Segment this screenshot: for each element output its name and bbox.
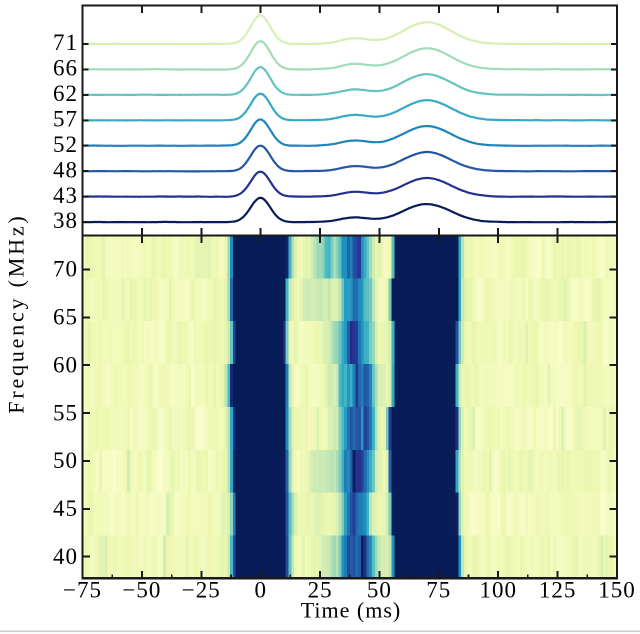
svg-text:100: 100 [479, 578, 517, 603]
svg-text:−75: −75 [63, 578, 102, 603]
svg-text:75: 75 [426, 578, 451, 603]
svg-text:40: 40 [53, 544, 78, 569]
svg-text:65: 65 [53, 305, 78, 330]
svg-text:50: 50 [53, 448, 78, 473]
svg-text:50: 50 [367, 578, 392, 603]
svg-text:125: 125 [539, 578, 577, 603]
svg-text:43: 43 [53, 183, 78, 208]
svg-text:55: 55 [53, 400, 78, 425]
svg-text:62: 62 [53, 81, 78, 106]
svg-text:52: 52 [53, 132, 78, 157]
svg-text:71: 71 [53, 30, 78, 55]
svg-text:−50: −50 [122, 578, 161, 603]
svg-text:38: 38 [53, 208, 78, 233]
svg-text:−25: −25 [182, 578, 221, 603]
svg-text:150: 150 [598, 578, 636, 603]
svg-text:Frequency (MHz): Frequency (MHz) [4, 213, 29, 413]
svg-text:66: 66 [53, 56, 78, 81]
svg-text:48: 48 [53, 157, 78, 182]
svg-text:25: 25 [308, 578, 333, 603]
svg-text:70: 70 [53, 257, 78, 282]
svg-text:57: 57 [53, 106, 78, 131]
svg-text:Time (ms): Time (ms) [301, 598, 401, 623]
svg-text:0: 0 [254, 578, 267, 603]
svg-text:45: 45 [53, 496, 78, 521]
svg-text:60: 60 [53, 353, 78, 378]
